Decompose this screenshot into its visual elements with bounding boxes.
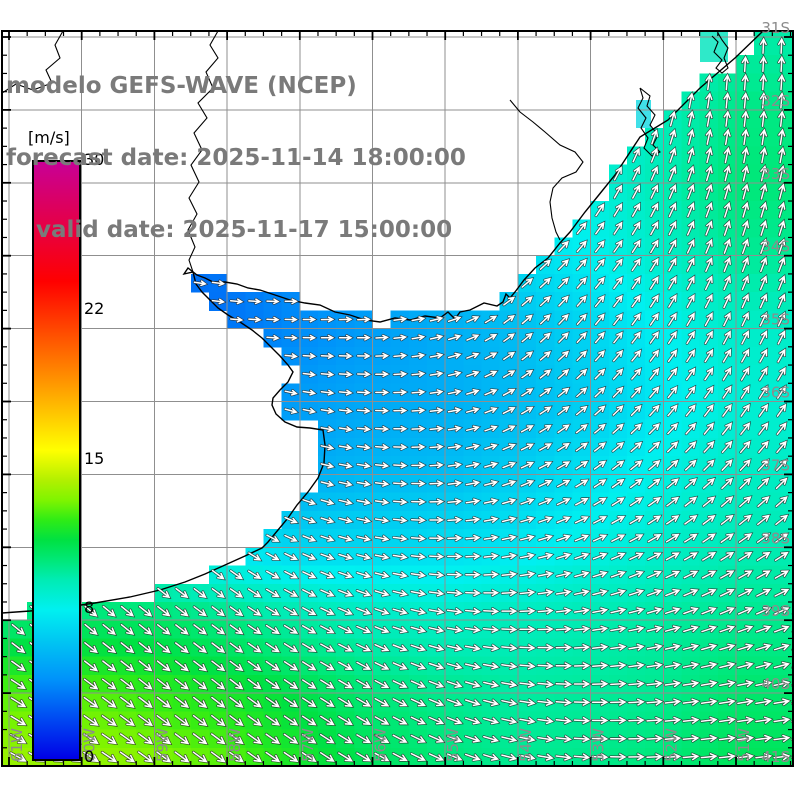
wind-direction-arrows — [9, 36, 793, 764]
arrow-strokes — [10, 37, 793, 763]
lat-label-33S: 33S — [761, 165, 790, 183]
lon-label-54W: 54W — [517, 728, 535, 762]
colorbar-tick-22: 22 — [84, 299, 105, 319]
valid-date: valid date: 2025-11-17 15:00:00 — [36, 217, 453, 243]
lat-label-40S: 40S — [761, 675, 790, 693]
lat-label-31S: 31S — [761, 19, 790, 37]
lat-label-36S: 36S — [761, 384, 790, 402]
lat-label-37S: 37S — [761, 456, 790, 474]
lon-label-56W: 56W — [372, 728, 390, 762]
colorbar-tick-8: 8 — [84, 597, 95, 617]
river — [2, 31, 64, 94]
lon-label-52W: 52W — [662, 728, 680, 762]
river — [509, 99, 584, 241]
lat-label-39S: 39S — [761, 602, 790, 620]
lat-label-38S: 38S — [761, 529, 790, 547]
lagoon-outline — [711, 32, 729, 74]
model-title: modelo GEFS-WAVE (NCEP) — [6, 73, 357, 99]
colorbar — [32, 160, 81, 761]
colorbar-tick-0: 0 — [84, 747, 95, 766]
colorbar-tick-15: 15 — [84, 448, 105, 468]
latlon-gridlines — [2, 31, 793, 766]
lon-label-60W: 60W — [81, 728, 99, 762]
map-title-block: modelo GEFS-WAVE (NCEP) forecast date: 2… — [6, 26, 466, 290]
lon-label-59W: 59W — [153, 728, 171, 762]
lon-label-57W: 57W — [299, 728, 317, 762]
lon-label-61W: 61W — [8, 728, 26, 762]
latlon-labels: 31S 32S 33S 34S 35S 36S 37S 38S 39S 40S 41S 61W 60W 5… — [8, 19, 790, 766]
colorbar-tick-30: 30 — [84, 150, 105, 169]
lon-label-58W: 58W — [226, 728, 244, 762]
lon-label-55W: 55W — [444, 728, 462, 762]
lon-label-51W: 51W — [735, 728, 753, 762]
colorbar-unit-label: [m/s] — [28, 128, 70, 147]
lon-label-53W: 53W — [590, 728, 608, 762]
river — [187, 31, 219, 273]
lat-label-32S: 32S — [761, 92, 790, 110]
forecast-date: forecast date: 2025-11-14 18:00:00 — [6, 145, 466, 171]
lat-label-35S: 35S — [761, 311, 790, 329]
map-border-and-ticks — [1, 30, 794, 767]
lat-label-34S: 34S — [761, 238, 790, 256]
lat-label-41S: 41S — [761, 748, 790, 766]
